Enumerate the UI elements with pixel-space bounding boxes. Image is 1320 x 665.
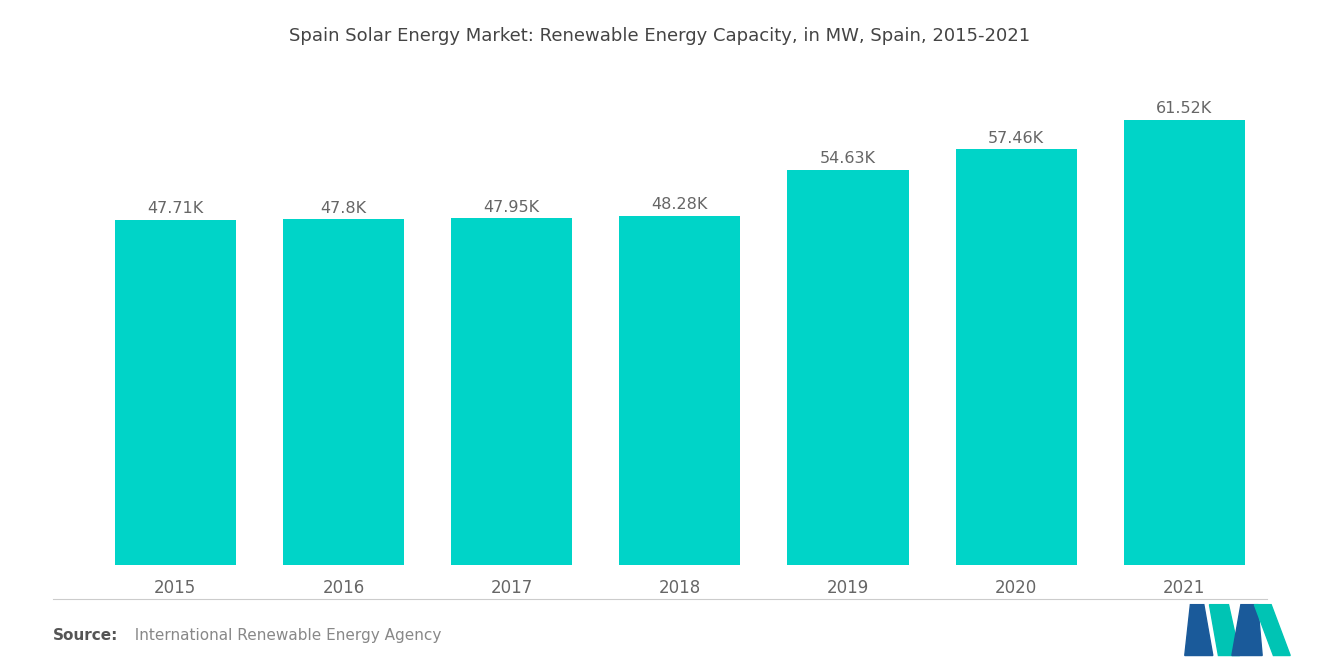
- Polygon shape: [1232, 604, 1262, 656]
- Text: 47.8K: 47.8K: [321, 201, 367, 215]
- Polygon shape: [1254, 604, 1290, 656]
- Text: International Renewable Energy Agency: International Renewable Energy Agency: [125, 628, 442, 642]
- Bar: [619, 216, 741, 565]
- Bar: [956, 150, 1077, 565]
- Text: 54.63K: 54.63K: [820, 151, 876, 166]
- Text: Spain Solar Energy Market: Renewable Energy Capacity, in MW, Spain, 2015-2021: Spain Solar Energy Market: Renewable Ene…: [289, 27, 1031, 45]
- Bar: [788, 170, 908, 565]
- Bar: [1123, 120, 1245, 565]
- Text: 61.52K: 61.52K: [1156, 102, 1212, 116]
- Text: 48.28K: 48.28K: [652, 198, 708, 212]
- Bar: [282, 219, 404, 565]
- Text: 47.95K: 47.95K: [483, 200, 540, 215]
- Polygon shape: [1185, 604, 1213, 656]
- Text: Source:: Source:: [53, 628, 119, 642]
- Bar: [451, 218, 572, 565]
- Text: 57.46K: 57.46K: [989, 131, 1044, 146]
- Polygon shape: [1209, 604, 1239, 656]
- Bar: [115, 220, 236, 565]
- Text: 47.71K: 47.71K: [148, 201, 203, 216]
